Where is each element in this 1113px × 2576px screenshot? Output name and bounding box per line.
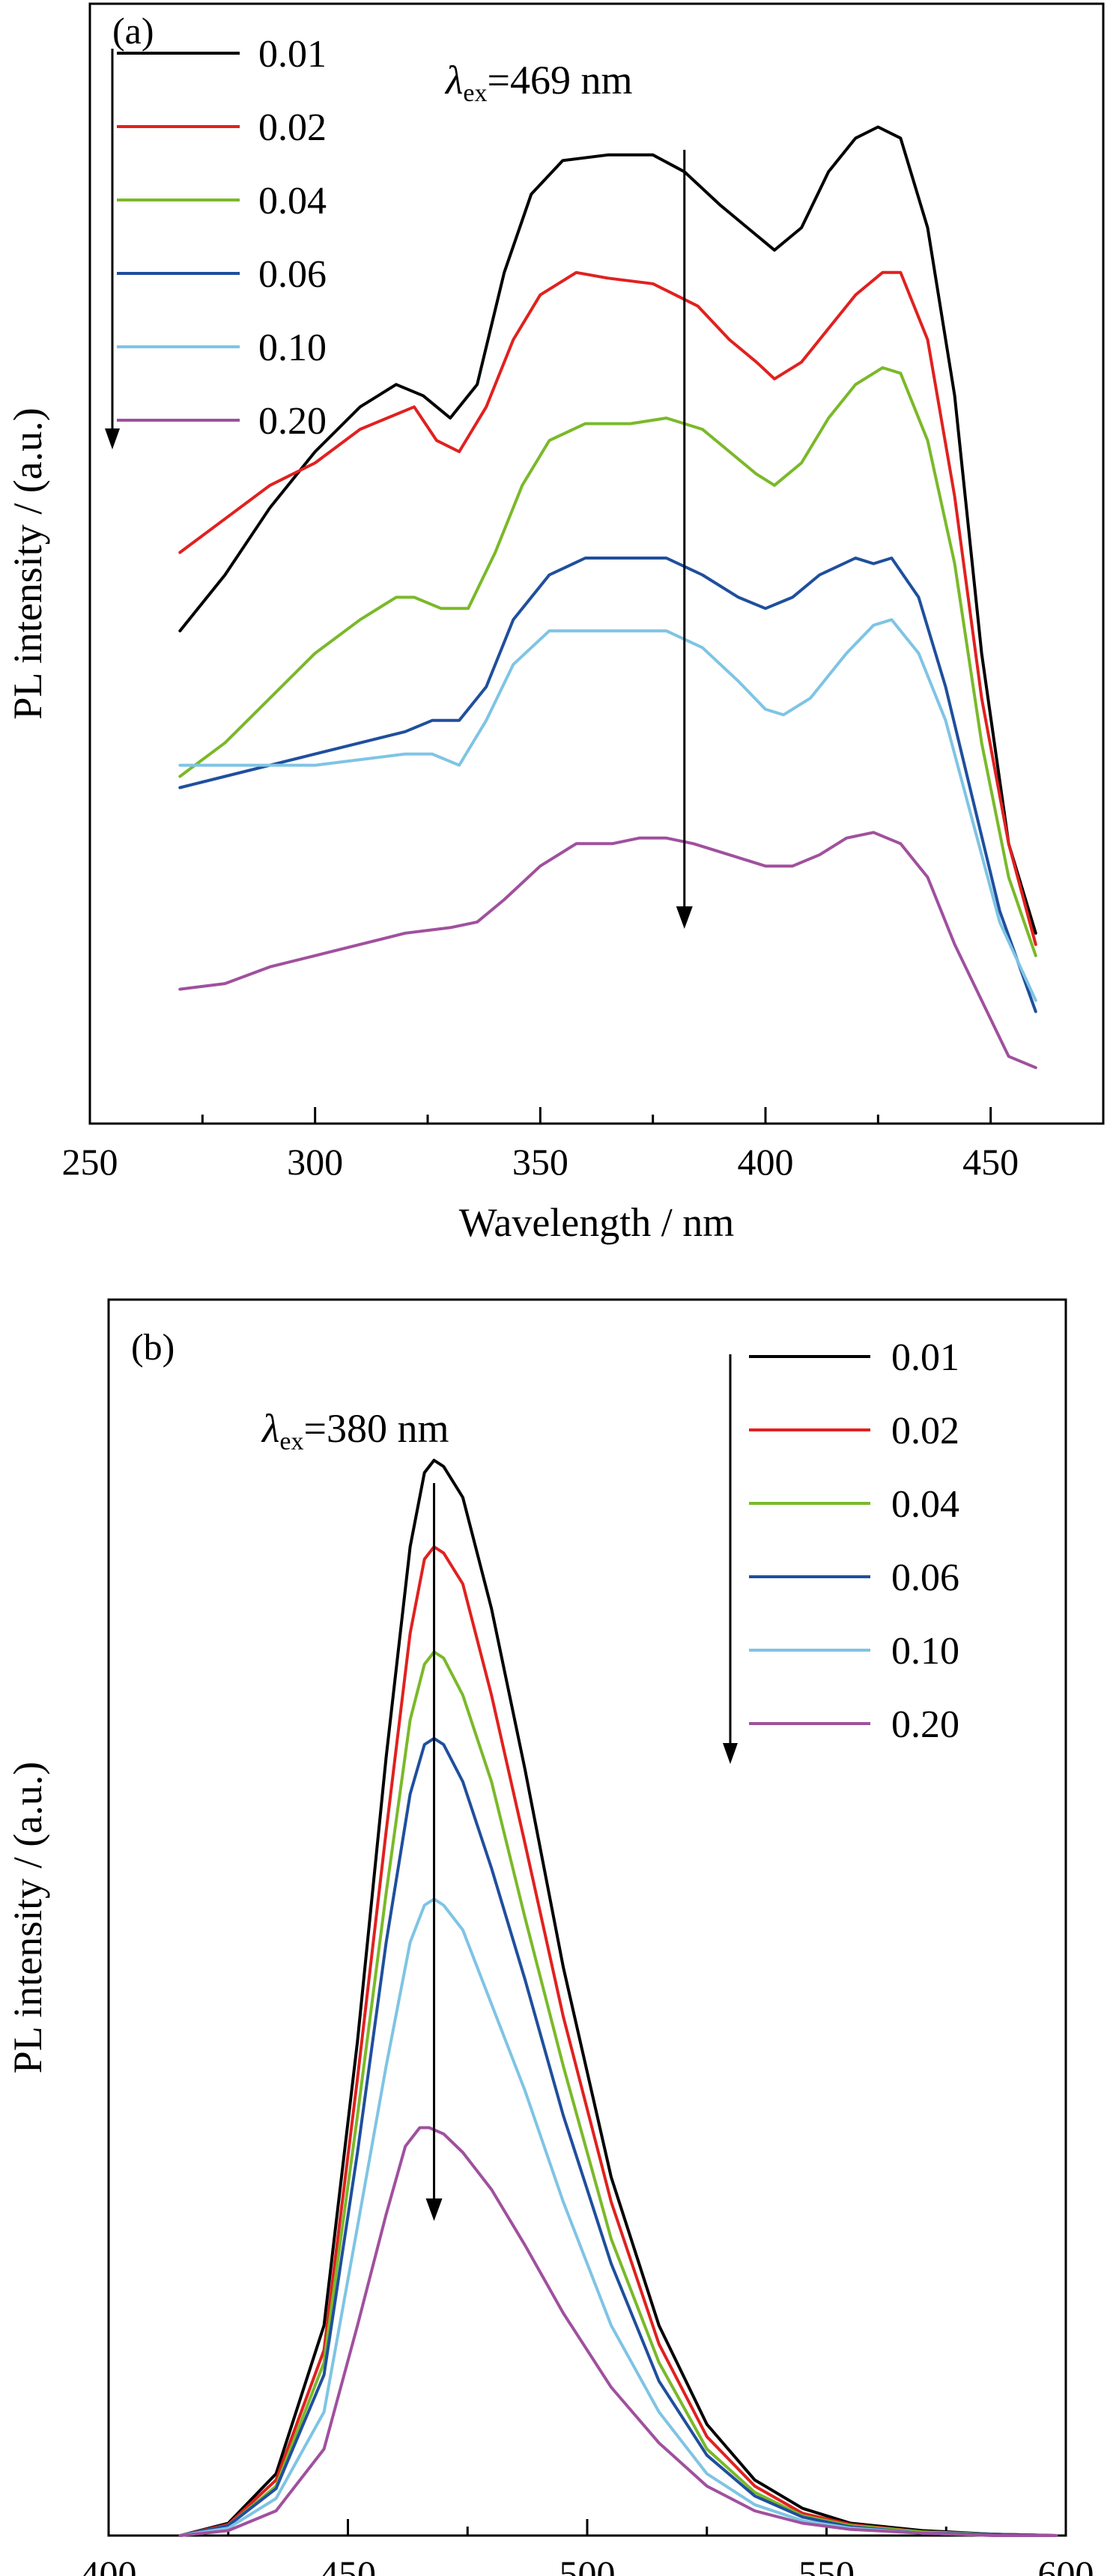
y-axis-label: PL intensity / (a.u.) <box>5 407 50 719</box>
x-tick-label: 400 <box>738 1141 794 1183</box>
plot-frame <box>88 2 1105 1125</box>
panel-label: (b) <box>131 1326 175 1368</box>
trend-arrow-head <box>676 906 693 929</box>
legend-label-0.06: 0.06 <box>891 1557 959 1599</box>
chart-panel-a: 250 300 350 400 450 Wavelength / nm PL intensi… <box>5 2 1105 1245</box>
x-tick-label: 300 <box>287 1141 343 1183</box>
legend-label-0.10: 0.10 <box>258 327 327 369</box>
series-line-0.06 <box>178 557 1037 1013</box>
legend-arrow-head <box>105 428 120 449</box>
series-line-0.01 <box>178 1458 1058 2537</box>
legend-arrow-head <box>723 1743 738 1764</box>
series-line-0.02 <box>178 1545 1058 2537</box>
series-line-0.02 <box>178 270 1037 946</box>
legend-label-0.10: 0.10 <box>891 1630 959 1673</box>
series-line-0.10 <box>178 618 1037 1002</box>
legend-label-0.06: 0.06 <box>258 253 327 296</box>
x-tick-label: 400 <box>81 2553 137 2576</box>
legend-label-0.02: 0.02 <box>258 106 327 149</box>
x-tick-label: 350 <box>512 1141 568 1183</box>
legend-label-0.01: 0.01 <box>258 33 327 76</box>
legend-label-0.01: 0.01 <box>891 1336 959 1379</box>
y-axis-label: PL intensity / (a.u.) <box>5 1762 50 2073</box>
panel-label: (a) <box>112 10 154 52</box>
x-axis-label: Wavelength / nm <box>459 1200 735 1245</box>
x-tick-label: 250 <box>62 1141 118 1183</box>
x-tick-label: 550 <box>798 2553 855 2576</box>
excitation-annotation: λex=469 nm <box>444 58 632 107</box>
x-tick-label: 450 <box>320 2553 376 2576</box>
legend-label-0.02: 0.02 <box>891 1410 959 1452</box>
excitation-annotation: λex=380 nm <box>261 1406 449 1455</box>
legend-label-0.04: 0.04 <box>891 1483 959 1526</box>
series-line-0.04 <box>178 366 1037 957</box>
trend-arrow-head <box>425 2198 443 2221</box>
series-line-0.20 <box>178 831 1037 1070</box>
legend-label-0.20: 0.20 <box>258 400 327 443</box>
series-line-0.06 <box>178 1736 1058 2537</box>
x-tick-label: 600 <box>1038 2553 1094 2576</box>
series-line-0.20 <box>178 2126 1058 2537</box>
series-line-0.01 <box>178 125 1037 935</box>
legend-label-0.20: 0.20 <box>891 1703 959 1746</box>
x-tick-label: 500 <box>559 2553 616 2576</box>
series-line-0.10 <box>178 1897 1058 2537</box>
legend-label-0.04: 0.04 <box>258 180 327 222</box>
x-tick-label: 450 <box>962 1141 1019 1183</box>
